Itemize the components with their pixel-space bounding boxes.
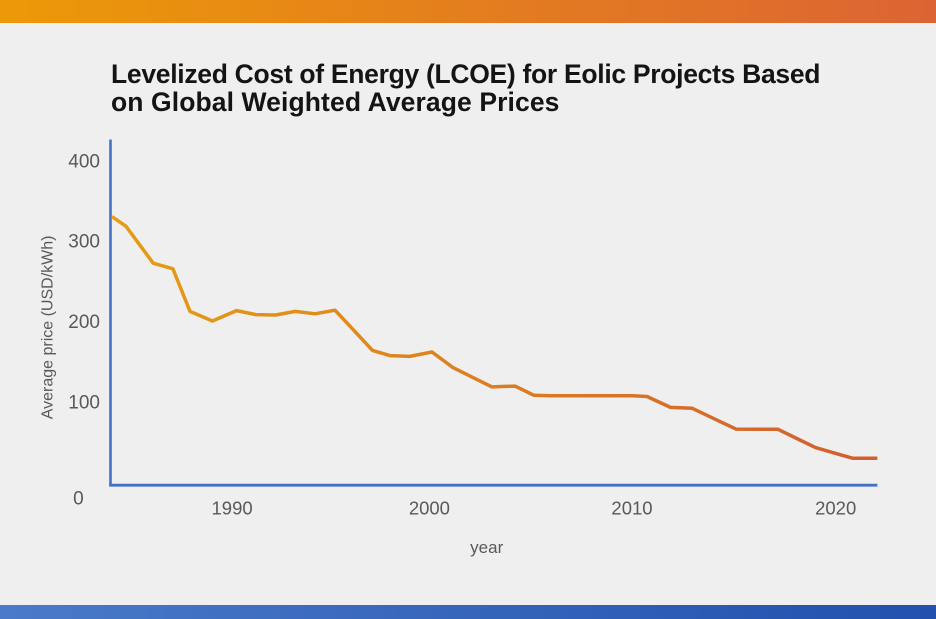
- svg-text:2020: 2020: [815, 498, 856, 519]
- svg-text:year: year: [470, 538, 503, 557]
- svg-text:0: 0: [73, 489, 84, 510]
- svg-text:400: 400: [68, 152, 100, 173]
- svg-text:Average price (USD/kWh): Average price (USD/kWh): [40, 236, 57, 420]
- svg-text:300: 300: [68, 231, 100, 252]
- svg-text:1990: 1990: [212, 498, 253, 519]
- svg-text:200: 200: [68, 312, 100, 333]
- svg-text:2000: 2000: [409, 498, 450, 519]
- svg-text:2010: 2010: [611, 498, 652, 519]
- svg-text:100: 100: [68, 393, 100, 414]
